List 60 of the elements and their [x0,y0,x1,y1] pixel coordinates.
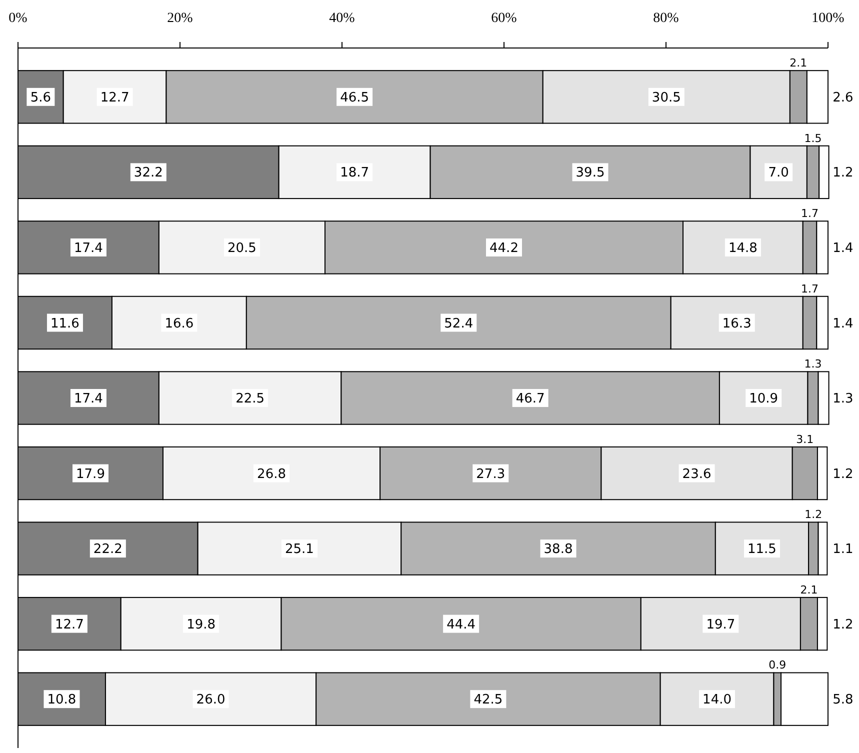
data-label: 44.2 [490,241,518,256]
data-label: 19.8 [186,617,216,632]
data-label: 46.7 [516,392,545,407]
data-label: 1.1 [832,542,854,558]
data-label: 10.9 [749,392,778,407]
x-tick-label: 60% [491,11,518,26]
data-label: 19.7 [706,617,736,632]
data-label: 11.5 [748,542,776,558]
data-label: 1.3 [832,392,854,407]
data-label: 46.5 [340,90,370,106]
data-label: 17.4 [74,392,103,407]
data-label: 1.7 [801,282,819,296]
data-label: 16.3 [722,316,752,332]
data-label: 16.6 [164,316,194,332]
x-tick-label: 80% [653,11,680,26]
data-label: 26.0 [196,692,226,708]
data-label: 1.5 [804,132,822,145]
data-label: 5.8 [832,692,854,708]
data-label: 2.1 [790,56,808,70]
data-label: 39.5 [576,166,605,181]
data-label: 10.8 [47,692,76,708]
data-label: 1.4 [832,316,854,332]
data-label: 23.6 [682,466,712,482]
data-label: 2.6 [832,90,854,106]
x-tick-label: 100% [812,11,845,26]
x-tick-label: 0% [8,11,28,26]
data-label: 12.7 [100,90,130,106]
data-label: 1.2 [804,508,822,522]
data-label: 12.7 [54,617,84,632]
data-label: 5.6 [30,90,52,106]
data-label: 26.8 [257,466,286,482]
data-label: 18.7 [340,166,370,181]
data-label: 11.6 [50,316,80,332]
data-label: 1.2 [832,466,854,482]
data-label: 20.5 [227,241,256,256]
data-label: 1.3 [804,358,822,371]
data-label: 22.2 [93,542,122,558]
data-label: 27.3 [476,466,506,482]
data-label: 32.2 [134,166,163,181]
data-label: 17.9 [76,466,105,482]
x-tick-label: 20% [167,11,194,26]
data-label: 14.8 [728,241,758,256]
data-label: 3.1 [796,432,814,446]
data-label: 44.4 [446,617,476,632]
data-label: 14.0 [702,692,732,708]
data-label: 42.5 [474,692,503,708]
data-label: 1.4 [832,241,854,256]
data-label: 17.4 [74,241,103,256]
data-label: 7.0 [768,166,789,181]
data-label: 1.7 [801,207,819,220]
data-label: 52.4 [444,316,474,332]
data-label: 2.1 [800,583,818,596]
data-label: 0.9 [768,658,786,672]
data-label: 1.2 [832,617,854,632]
x-tick-label: 40% [329,11,356,26]
data-label: 22.5 [236,392,265,407]
data-label: 30.5 [652,90,681,106]
data-label: 38.8 [544,542,573,558]
data-label: 1.2 [832,166,854,181]
data-label: 25.1 [285,542,314,558]
